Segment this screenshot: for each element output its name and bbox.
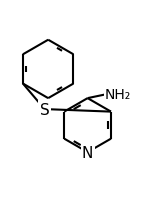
Text: S: S: [40, 102, 49, 117]
Text: NH₂: NH₂: [105, 88, 131, 102]
Text: N: N: [82, 145, 93, 160]
